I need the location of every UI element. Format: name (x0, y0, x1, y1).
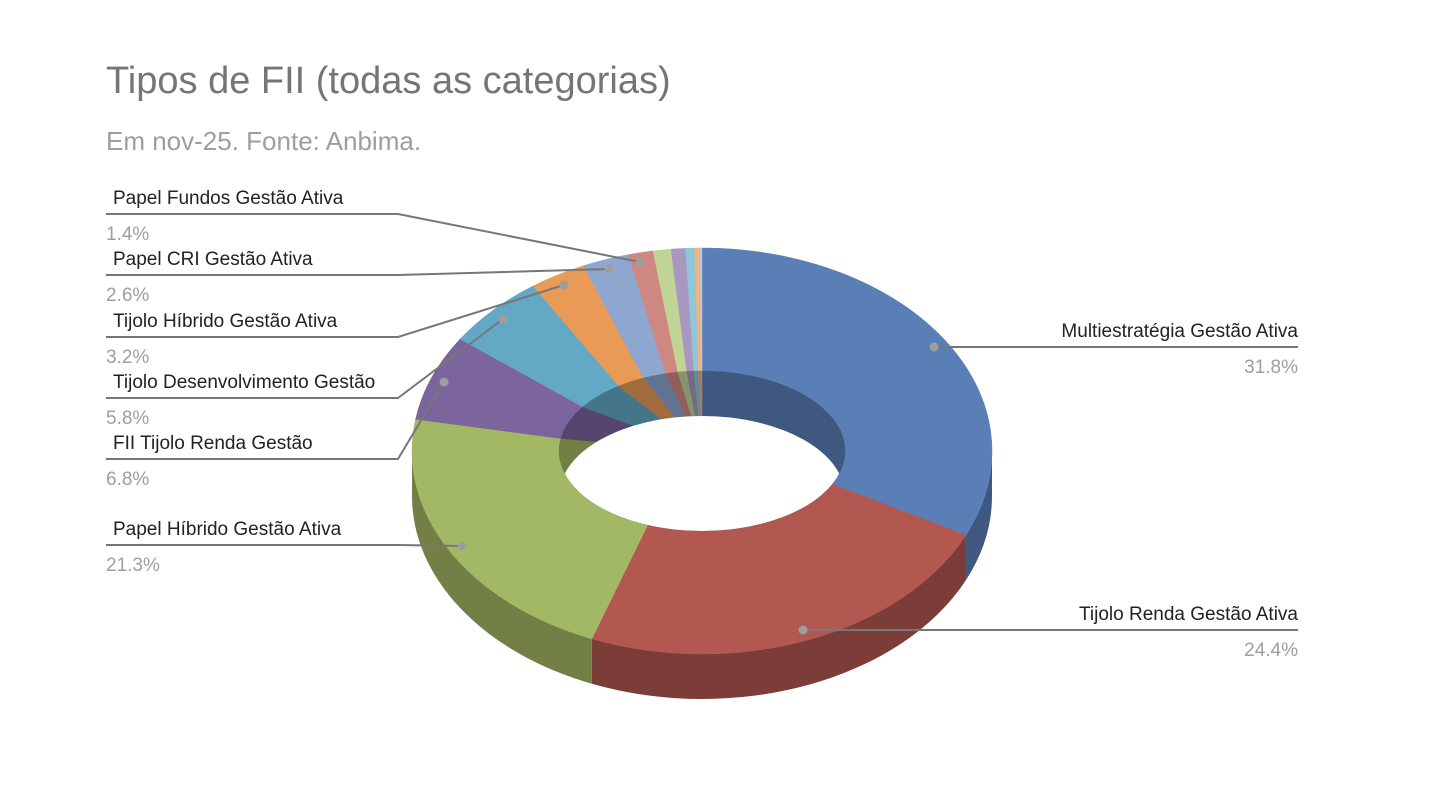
data-label-value: 1.4% (106, 224, 149, 245)
data-label-name: Multiestratégia Gestão Ativa (1061, 321, 1298, 342)
leader-dot (457, 541, 467, 551)
data-label-value: 21.3% (106, 555, 160, 576)
leader-line (106, 268, 610, 276)
leader-line (106, 318, 504, 399)
data-label-name: Papel Híbrido Gestão Ativa (113, 519, 342, 540)
data-label-value: 6.8% (106, 469, 149, 490)
leader-dot (635, 257, 645, 267)
leader-line (106, 213, 641, 263)
leader-line (106, 381, 445, 460)
leader-dot (559, 280, 569, 290)
data-label-name: Tijolo Renda Gestão Ativa (1079, 604, 1298, 625)
data-label-name: Papel CRI Gestão Ativa (113, 249, 313, 270)
leader-dot (798, 625, 808, 635)
data-label-value: 2.6% (106, 285, 149, 306)
slice-side-wall (412, 451, 592, 684)
data-label-value: 31.8% (1244, 357, 1298, 378)
data-label-value: 24.4% (1244, 640, 1298, 661)
data-label-name: FII Tijolo Renda Gestão (113, 433, 313, 454)
slice-side-wall (591, 535, 966, 699)
leader-dot (929, 342, 939, 352)
leader-dot (498, 314, 508, 324)
leader-line (106, 284, 565, 338)
donut-hole (559, 416, 845, 531)
chart-title: Tipos de FII (todas as categorias) (106, 60, 671, 102)
data-label-value: 3.2% (106, 347, 149, 368)
leader-dot (604, 264, 614, 274)
data-label-name: Tijolo Desenvolvimento Gestão (113, 372, 375, 393)
slice-side-wall (965, 451, 992, 581)
data-label-name: Papel Fundos Gestão Ativa (113, 188, 344, 209)
data-label-name: Tijolo Híbrido Gestão Ativa (113, 311, 338, 332)
leader-line (106, 544, 463, 547)
leader-dot (439, 377, 449, 387)
chart-subtitle: Em nov-25. Fonte: Anbima. (106, 126, 422, 156)
data-label-value: 5.8% (106, 408, 149, 429)
